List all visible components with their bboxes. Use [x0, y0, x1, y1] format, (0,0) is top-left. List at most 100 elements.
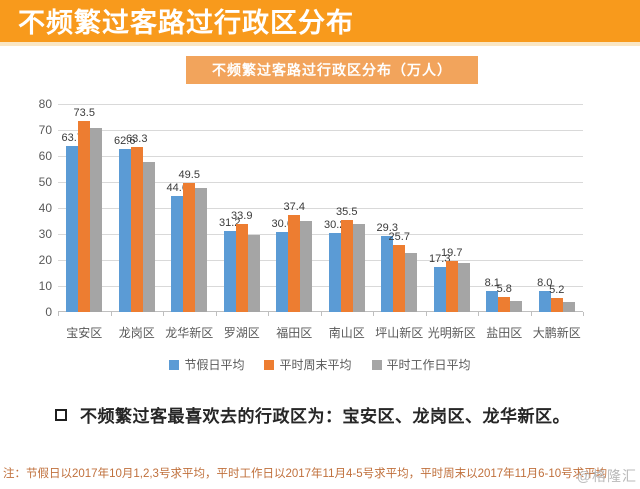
chart-title-badge: 不频繁过客路过行政区分布（万人）	[186, 56, 478, 84]
x-axis-tick	[215, 312, 217, 316]
bar-节假日平均	[538, 291, 551, 312]
data-label: 63.7	[61, 132, 83, 145]
x-axis-tick	[163, 312, 164, 316]
bar-节假日平均	[276, 232, 289, 312]
bar-平时工作日平均	[562, 301, 575, 312]
x-axis-category-label: 福田区	[276, 326, 313, 340]
data-label: 5.8	[496, 282, 512, 295]
data-label: 29.3	[376, 221, 398, 234]
bar-平时工作日平均	[195, 188, 208, 312]
bar-平时工作日平均	[90, 127, 103, 312]
bar-节假日平均	[381, 235, 394, 312]
data-label: 8.1	[484, 276, 500, 289]
bar-平时周末平均	[130, 147, 143, 312]
data-label: 30.6	[271, 218, 293, 231]
bar-平时周末平均	[78, 120, 91, 312]
bar-平时工作日平均	[300, 221, 313, 312]
data-label: 25.7	[388, 231, 410, 244]
y-axis-tick-label: 10	[38, 279, 52, 293]
bar-平时工作日平均	[510, 300, 523, 312]
data-label: 8.0	[537, 277, 553, 290]
x-axis-category-label: 盐田区	[486, 326, 523, 340]
gridline	[58, 104, 583, 105]
y-axis-tick-label: 20	[38, 253, 52, 267]
gridline	[58, 286, 583, 287]
footnote: 注：节假日以2017年10月1,2,3号求平均，平时工作日以2017年11月4-…	[3, 468, 608, 480]
data-label: 49.5	[178, 169, 200, 182]
data-label: 35.5	[336, 205, 358, 218]
legend-item: 节假日平均	[169, 356, 244, 373]
x-axis-tick	[583, 312, 584, 316]
y-axis-tick-label: 0	[45, 305, 52, 319]
gridline	[58, 234, 583, 235]
bar-节假日平均	[118, 149, 131, 312]
data-label: 37.4	[283, 200, 305, 213]
y-axis-tick-label: 30	[38, 227, 52, 241]
x-axis-tick	[425, 312, 427, 316]
x-axis-tick	[373, 312, 374, 316]
data-label: 73.5	[73, 106, 95, 119]
bar-平时周末平均	[183, 183, 196, 312]
x-axis-tick	[268, 312, 269, 316]
y-axis-tick-label: 80	[38, 97, 52, 111]
x-axis-tick	[58, 312, 59, 316]
data-label: 30.2	[324, 219, 346, 232]
gridline	[58, 182, 583, 183]
gridline	[58, 208, 583, 209]
gridline	[58, 130, 583, 131]
x-axis-tick	[320, 312, 322, 316]
gridline	[58, 260, 583, 261]
data-label: 17.3	[429, 253, 451, 266]
legend-swatch-icon	[169, 359, 180, 370]
insight-text: 不频繁过客最喜欢去的行政区为：宝安区、龙岗区、龙华新区。	[80, 407, 570, 426]
data-label: 33.9	[231, 209, 253, 222]
bar-节假日平均	[328, 233, 341, 312]
y-axis-tick-label: 60	[38, 149, 52, 163]
bar-平时工作日平均	[405, 253, 418, 312]
header-banner: 不频繁过客路过行政区分布	[0, 0, 640, 46]
bar-平时周末平均	[393, 245, 406, 312]
insight-row: 不频繁过客最喜欢去的行政区为：宝安区、龙岗区、龙华新区。	[55, 402, 640, 427]
bar-平时周末平均	[498, 296, 511, 312]
x-axis-category-label: 光明新区	[427, 326, 476, 340]
bar-chart: 0 10 20 30 40 50 60 70 80 63.7 73.5 62.6 63.3 44.6 49.…	[0, 84, 640, 384]
legend-label: 平时工作日平均	[386, 358, 471, 372]
bar-平时工作日平均	[352, 223, 365, 312]
bar-平时工作日平均	[142, 161, 155, 312]
data-label: 44.6	[166, 182, 188, 195]
watermark: @格隆汇	[576, 468, 637, 484]
bar-节假日平均	[171, 196, 184, 312]
y-axis-tick-label: 50	[38, 175, 52, 189]
legend-swatch-icon	[264, 359, 275, 370]
x-axis-category-label: 大鹏新区	[532, 326, 581, 340]
legend-label: 节假日平均	[184, 358, 245, 372]
data-label: 62.6	[114, 135, 136, 148]
chart-title: 不频繁过客路过行政区分布（万人）	[212, 62, 452, 78]
bar-节假日平均	[486, 290, 499, 312]
x-axis-tick	[110, 312, 112, 316]
bar-节假日平均	[433, 267, 446, 312]
chart-legend: 节假日平均 平时周末平均 平时工作日平均	[0, 356, 640, 373]
y-axis-tick-label: 40	[38, 201, 52, 215]
data-label: 19.7	[441, 246, 463, 259]
x-axis-tick	[530, 312, 532, 316]
bar-节假日平均	[66, 146, 79, 312]
x-axis-category-label: 宝安区	[66, 326, 103, 340]
bar-平时周末平均	[445, 260, 458, 312]
x-axis-category-label: 罗湖区	[223, 326, 260, 340]
x-axis-category-label: 龙华新区	[165, 326, 214, 340]
square-bullet-icon	[55, 408, 67, 421]
gridline	[58, 156, 583, 157]
x-axis-category-label: 坪山新区	[375, 326, 424, 340]
data-label: 5.2	[549, 284, 565, 297]
bar-平时周末平均	[288, 214, 301, 312]
data-label: 31.2	[219, 216, 241, 229]
bar-平时工作日平均	[247, 235, 260, 312]
bar-节假日平均	[223, 230, 236, 312]
legend-item: 平时工作日平均	[371, 356, 471, 373]
legend-label: 平时周末平均	[279, 358, 352, 372]
x-axis-category-label: 龙岗区	[118, 326, 155, 340]
page-title: 不频繁过客路过行政区分布	[18, 8, 354, 38]
y-axis-tick-label: 70	[38, 123, 52, 137]
